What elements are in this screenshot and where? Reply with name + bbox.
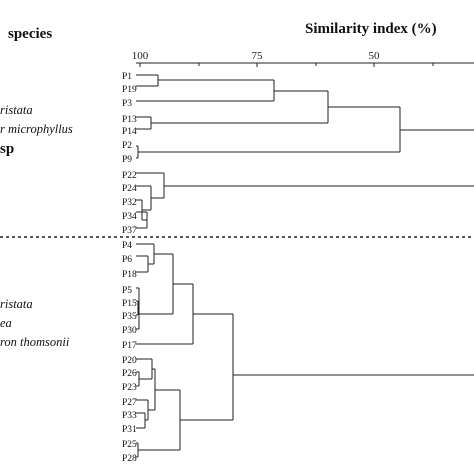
- species-labels-upper: ristata r microphyllus sp: [0, 103, 73, 157]
- leaf-label: P5: [122, 286, 132, 296]
- axis-tick-label: 50: [369, 50, 381, 62]
- leaf-labels-lower: P4 P6 P18 P5 P15 P35 P30 P17 P20 P26 P23…: [122, 241, 137, 464]
- leaf-label: P28: [122, 454, 137, 464]
- leaf-label: P31: [122, 425, 137, 435]
- leaf-label: P19: [122, 85, 137, 95]
- species-label: ea: [0, 316, 12, 330]
- species-label: r microphyllus: [0, 122, 73, 136]
- axis-tick-label: 100: [132, 50, 149, 62]
- leaf-label: P25: [122, 440, 137, 450]
- leaf-label: P35: [122, 312, 137, 322]
- dendrogram-branches-lower: [136, 243, 474, 458]
- leaf-label: P6: [122, 255, 132, 265]
- leaf-label: P9: [122, 155, 132, 165]
- leaf-label: P1: [122, 72, 132, 82]
- leaf-label: P22: [122, 171, 137, 181]
- species-label: ron thomsonii: [0, 335, 70, 349]
- leaf-label: P33: [122, 411, 137, 421]
- leaf-label: P30: [122, 326, 137, 336]
- species-labels-lower: ristata ea ron thomsonii: [0, 297, 70, 349]
- leaf-label: P26: [122, 369, 137, 379]
- leaf-label: P27: [122, 398, 137, 408]
- leaf-label: P34: [122, 212, 137, 222]
- leaf-label: P15: [122, 299, 137, 309]
- leaf-label: P14: [122, 127, 137, 137]
- dendrogram-branches-upper: [136, 74, 474, 229]
- leaf-label: P20: [122, 356, 137, 366]
- axis-tick-label: 75: [252, 50, 264, 62]
- similarity-index-title: Similarity index (%): [305, 21, 437, 37]
- leaf-label: P13: [122, 115, 137, 125]
- leaf-label: P24: [122, 184, 137, 194]
- leaf-label: P4: [122, 241, 132, 251]
- species-label: ristata: [0, 297, 33, 311]
- leaf-labels-upper: P1 P19 P3 P13 P14 P2 P9 P22 P24 P32 P34 …: [122, 72, 137, 236]
- leaf-label: P18: [122, 270, 137, 280]
- leaf-label: P3: [122, 99, 132, 109]
- species-label: sp: [0, 141, 14, 157]
- leaf-label: P32: [122, 198, 137, 208]
- similarity-axis: 100 75 50: [132, 50, 474, 67]
- leaf-label: P23: [122, 383, 137, 393]
- leaf-label: P2: [122, 141, 132, 151]
- leaf-label: P17: [122, 341, 137, 351]
- species-header: species: [8, 26, 52, 42]
- leaf-label: P37: [122, 226, 137, 236]
- species-label: ristata: [0, 103, 33, 117]
